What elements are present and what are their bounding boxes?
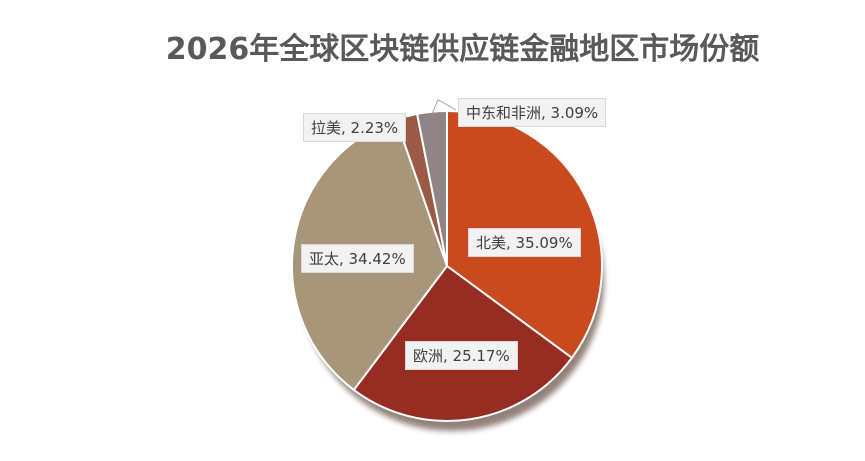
slice-label-1: 北美, 35.09%: [468, 228, 581, 257]
chart-title: 2026年全球区块链供应链金融地区市场份额: [165, 32, 760, 67]
slice-label-2: 欧洲, 25.17%: [405, 341, 518, 370]
pie-slice-5: [415, 109, 448, 267]
slice-label-5: 中东和非洲, 3.09%: [458, 98, 607, 127]
slice-label-4: 拉美, 2.23%: [303, 113, 407, 142]
slice-label-3: 亚太, 34.42%: [301, 244, 414, 273]
label-leader-lines: [431, 98, 457, 114]
leader-line-5: [431, 98, 457, 114]
